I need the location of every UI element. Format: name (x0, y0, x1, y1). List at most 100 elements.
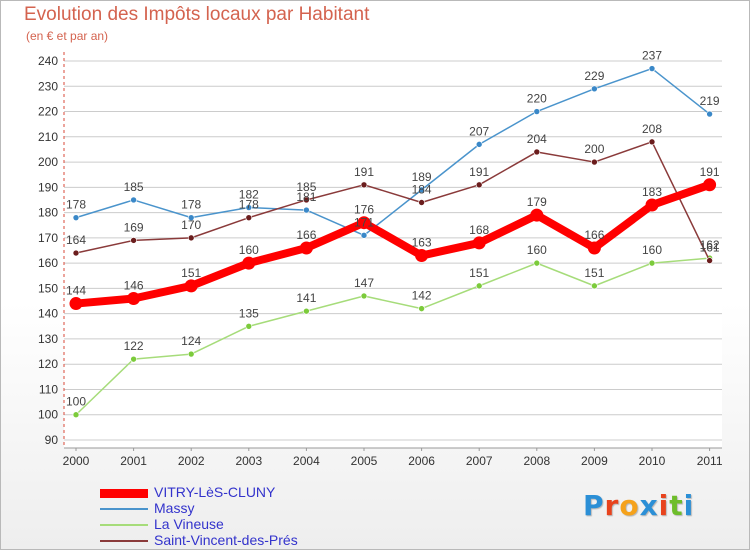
legend-swatch-la-vineuse (100, 524, 148, 526)
data-label-la-vineuse: 135 (239, 306, 259, 320)
data-point-massy (648, 65, 656, 72)
data-point-massy (418, 186, 425, 194)
data-label-massy: 219 (700, 94, 720, 108)
legend-label-saint-vincent: Saint-Vincent-des-Prés (154, 532, 298, 548)
data-point-massy (245, 204, 253, 211)
data-label-la-vineuse: 160 (642, 243, 662, 257)
data-point-saint-vincent-des-pr-s (418, 199, 425, 206)
chart-title: Evolution des Impôts locaux par Habitant (24, 4, 370, 25)
data-label-massy: 178 (181, 198, 201, 212)
data-point-massy (303, 206, 310, 214)
data-point-vitry-l-s-cluny (587, 241, 601, 255)
logo-letter: P (583, 489, 605, 522)
data-label-vitry-l-s-cluny: 144 (66, 284, 86, 298)
data-label-la-vineuse: 151 (469, 266, 489, 280)
data-label-vitry-l-s-cluny: 183 (642, 185, 662, 199)
y-tick-label: 90 (45, 433, 59, 447)
data-point-saint-vincent-des-pr-s (187, 234, 195, 242)
data-label-la-vineuse: 160 (527, 243, 547, 257)
x-tick-label: 2000 (63, 454, 90, 468)
data-label-saint-vincent-des-pr-s: 178 (239, 198, 259, 212)
data-label-vitry-l-s-cluny: 151 (181, 266, 201, 280)
y-tick-label: 230 (38, 79, 58, 93)
data-point-massy (591, 85, 598, 93)
data-label-massy: 185 (124, 180, 144, 194)
y-tick-label: 220 (38, 105, 58, 119)
plot-area (64, 52, 722, 448)
data-label-saint-vincent-des-pr-s: 204 (527, 132, 547, 146)
data-label-massy: 189 (412, 170, 432, 184)
data-point-massy (475, 141, 483, 148)
data-point-vitry-l-s-cluny (242, 256, 256, 270)
chart-subtitle: (en € et par an) (26, 29, 109, 43)
y-tick-label: 170 (38, 231, 58, 245)
y-tick-label: 160 (38, 256, 58, 270)
data-label-saint-vincent-des-pr-s: 169 (124, 220, 144, 234)
data-label-vitry-l-s-cluny: 163 (412, 236, 432, 250)
data-label-la-vineuse: 100 (66, 395, 86, 409)
logo-letter: r (604, 489, 620, 522)
data-label-vitry-l-s-cluny: 191 (700, 165, 720, 179)
y-tick-label: 210 (38, 130, 58, 144)
data-point-la-vineuse (475, 282, 483, 290)
line-chart: 90 100 110 120 130 140 150 160 170 180 190 200 210 22… (38, 49, 723, 468)
x-tick-label: 2005 (351, 454, 378, 468)
y-tick-label: 180 (38, 206, 58, 220)
logo-letter: i (683, 489, 695, 522)
data-point-la-vineuse (591, 282, 598, 290)
data-label-saint-vincent-des-pr-s: 208 (642, 122, 662, 136)
y-tick-label: 100 (38, 408, 58, 422)
data-point-saint-vincent-des-pr-s (130, 237, 137, 244)
data-point-saint-vincent-des-pr-s (475, 181, 483, 189)
logo-letter: o (619, 489, 640, 522)
x-tick-label: 2009 (581, 454, 608, 468)
data-label-massy: 181 (296, 190, 316, 204)
x-tick-label: 2003 (235, 454, 262, 468)
data-point-massy (533, 108, 541, 115)
data-point-massy (360, 232, 368, 239)
data-label-saint-vincent-des-pr-s: 164 (66, 233, 86, 247)
data-label-vitry-l-s-cluny: 146 (124, 279, 144, 293)
data-label-saint-vincent-des-pr-s: 191 (469, 165, 489, 179)
data-point-vitry-l-s-cluny (357, 216, 371, 230)
data-label-saint-vincent-des-pr-s: 185 (296, 180, 316, 194)
data-label-saint-vincent-des-pr-s: 161 (700, 241, 720, 255)
data-label-la-vineuse: 151 (584, 266, 604, 280)
data-label-massy: 220 (527, 92, 547, 106)
data-point-saint-vincent-des-pr-s (591, 158, 598, 166)
x-tick-label: 2007 (466, 454, 493, 468)
data-point-massy (706, 110, 713, 118)
logo-letter: i (658, 489, 670, 522)
data-label-massy: 182 (239, 188, 259, 202)
legend-swatch-saint-vincent (100, 540, 148, 542)
data-point-vitry-l-s-cluny (703, 178, 717, 192)
data-label-saint-vincent-des-pr-s: 200 (584, 142, 604, 156)
proxiti-logo: Proxiti (583, 489, 694, 522)
data-point-la-vineuse (303, 307, 310, 315)
data-label-vitry-l-s-cluny: 179 (527, 195, 547, 209)
data-label-saint-vincent-des-pr-s: 191 (354, 165, 374, 179)
data-point-saint-vincent-des-pr-s (303, 196, 310, 204)
y-tick-label: 240 (38, 54, 58, 68)
data-point-vitry-l-s-cluny (645, 198, 659, 212)
series-line-saint-vincent-des-pr-s (75, 141, 711, 262)
data-point-vitry-l-s-cluny (415, 249, 429, 263)
y-tick-label: 130 (38, 332, 58, 346)
data-label-massy: 207 (469, 124, 489, 138)
data-point-massy (130, 196, 137, 204)
x-tick-label: 2006 (408, 454, 435, 468)
data-point-saint-vincent-des-pr-s (72, 249, 80, 257)
data-point-vitry-l-s-cluny (127, 292, 141, 306)
data-point-vitry-l-s-cluny (299, 241, 313, 255)
x-tick-label: 2002 (178, 454, 205, 468)
data-label-vitry-l-s-cluny: 160 (239, 243, 259, 257)
x-tick-label: 2008 (523, 454, 550, 468)
data-label-massy: 178 (66, 198, 86, 212)
data-point-vitry-l-s-cluny (184, 279, 198, 293)
data-point-saint-vincent-des-pr-s (533, 148, 541, 156)
data-point-la-vineuse (72, 411, 80, 419)
data-point-vitry-l-s-cluny (530, 208, 544, 222)
data-point-saint-vincent-des-pr-s (245, 214, 253, 221)
data-point-la-vineuse (187, 350, 195, 358)
data-label-la-vineuse: 141 (296, 291, 316, 305)
